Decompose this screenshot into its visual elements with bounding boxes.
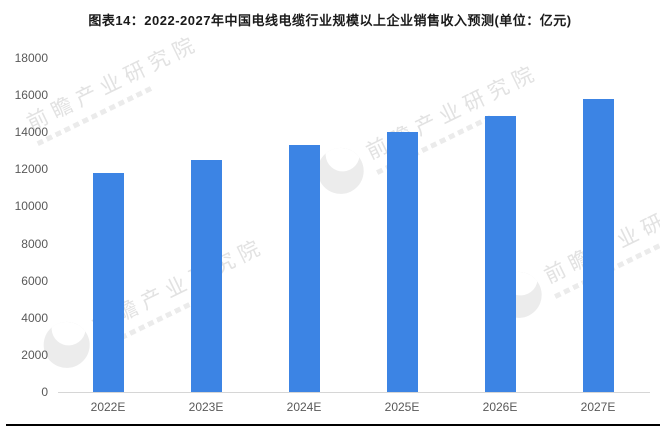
bar-2026E bbox=[484, 115, 516, 392]
x-tick-label: 2025E bbox=[384, 400, 420, 414]
x-tick-label: 2026E bbox=[482, 400, 518, 414]
chart-title: 图表14：2022-2027年中国电线电缆行业规模以上企业销售收入预测(单位：亿… bbox=[88, 13, 572, 28]
bar-band bbox=[255, 58, 353, 392]
y-tick-label: 18000 bbox=[14, 51, 48, 65]
bottom-border-rule bbox=[6, 424, 660, 426]
y-tick-label: 12000 bbox=[14, 162, 48, 177]
y-tick-label: 6000 bbox=[21, 273, 48, 288]
y-tick-label: 0 bbox=[41, 385, 48, 399]
x-tick-label: 2023E bbox=[188, 400, 224, 414]
x-tick-label: 2022E bbox=[90, 400, 126, 414]
y-tick-label: 14000 bbox=[14, 125, 48, 140]
bar-band bbox=[549, 58, 647, 392]
x-axis-line bbox=[58, 392, 650, 393]
y-tick-label: 4000 bbox=[21, 310, 48, 325]
bar-band bbox=[353, 58, 451, 392]
y-tick-label: 2000 bbox=[21, 347, 48, 362]
y-tick-label: 8000 bbox=[21, 236, 48, 251]
x-tick-label: 2024E bbox=[286, 400, 322, 414]
y-axis: 0 2000 4000 6000 8000 10000 12000 14000 16000 180… bbox=[0, 51, 48, 399]
bar-2025E bbox=[386, 132, 418, 392]
plot-area bbox=[59, 58, 647, 392]
bar-2022E bbox=[92, 173, 124, 392]
bar-2024E bbox=[288, 145, 320, 392]
x-tick-label: 2027E bbox=[580, 400, 616, 414]
bar-band bbox=[451, 58, 549, 392]
bar-2027E bbox=[582, 98, 614, 392]
bar-2023E bbox=[190, 160, 222, 392]
y-tick-label: 10000 bbox=[14, 199, 48, 214]
x-axis: 2022E 2023E 2024E 2025E 2026E 2027E bbox=[59, 400, 647, 414]
y-tick-label: 16000 bbox=[14, 88, 48, 103]
bar-band bbox=[157, 58, 255, 392]
bar-band bbox=[59, 58, 157, 392]
